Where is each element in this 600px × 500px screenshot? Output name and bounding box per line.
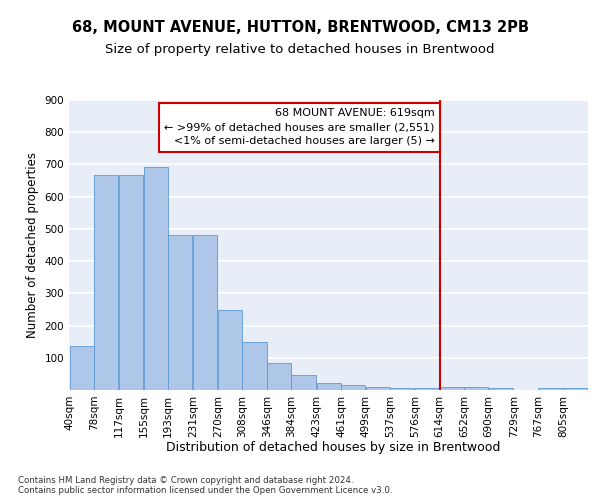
Bar <box>168 236 193 390</box>
Bar <box>119 175 143 390</box>
Bar <box>464 388 488 390</box>
Text: Size of property relative to detached houses in Brentwood: Size of property relative to detached ho… <box>105 42 495 56</box>
Bar <box>538 388 563 390</box>
Y-axis label: Number of detached properties: Number of detached properties <box>26 152 39 338</box>
Bar <box>317 383 341 390</box>
Bar <box>292 374 316 390</box>
Text: Contains HM Land Registry data © Crown copyright and database right 2024.
Contai: Contains HM Land Registry data © Crown c… <box>18 476 392 495</box>
Bar <box>440 387 464 390</box>
Bar <box>70 346 94 390</box>
Bar <box>341 385 365 390</box>
Bar <box>144 166 168 390</box>
Text: Distribution of detached houses by size in Brentwood: Distribution of detached houses by size … <box>166 441 500 454</box>
Bar <box>390 388 414 390</box>
Bar <box>242 342 266 390</box>
Bar <box>94 175 118 390</box>
Bar <box>563 388 587 390</box>
Text: 68 MOUNT AVENUE: 619sqm
← >99% of detached houses are smaller (2,551)
<1% of sem: 68 MOUNT AVENUE: 619sqm ← >99% of detach… <box>164 108 434 146</box>
Bar <box>489 388 513 390</box>
Bar <box>365 387 390 390</box>
Bar <box>193 236 217 390</box>
Bar <box>267 362 291 390</box>
Text: 68, MOUNT AVENUE, HUTTON, BRENTWOOD, CM13 2PB: 68, MOUNT AVENUE, HUTTON, BRENTWOOD, CM1… <box>71 20 529 35</box>
Bar <box>218 310 242 390</box>
Bar <box>415 388 439 390</box>
